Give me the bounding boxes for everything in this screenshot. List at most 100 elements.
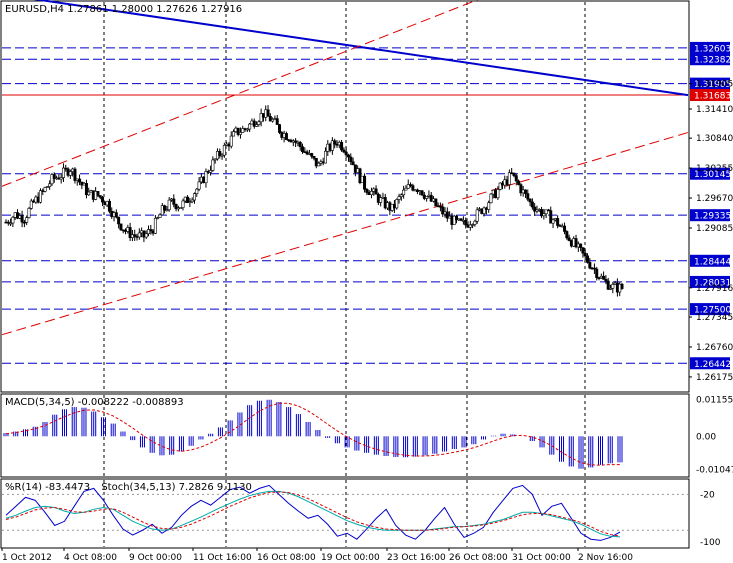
price-tag-label: 1.28444 [694,257,731,267]
candle-body [133,234,137,237]
candle-body [340,141,344,151]
candle-body [409,184,413,186]
candle-body [101,197,105,203]
candle-body [11,217,15,224]
candle-body [117,216,121,225]
y-tick-label: 1.30255 [696,164,733,174]
candle-body [473,220,477,225]
candles [4,105,624,297]
x-tick-label: 16 Oct 08:00 [257,553,316,563]
candle-body [556,218,560,226]
y-tick-label: 1.27345 [696,313,733,323]
candle-body [592,267,596,270]
candle-body [567,237,571,241]
candle-body [68,171,72,176]
candle-body [27,208,31,218]
candle-body [268,116,272,122]
candle-body [298,141,302,148]
candle-body [399,194,403,197]
candle-body [107,200,111,212]
candle-body [98,195,102,198]
candle-body [459,218,463,221]
candle-body [294,140,298,143]
price-tag [690,167,730,180]
candle-body [245,128,249,131]
y-tick-label: 1.31905 [696,80,733,90]
x-tick-label: 23 Oct 16:00 [387,553,446,563]
candle-body [330,140,334,151]
candle-body [425,196,429,199]
candle-body [588,262,592,269]
y-axis: 1.32603 1.32382 1.31905 1.31683 1.30145 1.293… [689,41,733,383]
candle-body [144,233,148,238]
candle-body [43,187,47,192]
candle-body [358,168,362,184]
candle-body [20,215,24,223]
candle-body [533,206,537,212]
candle-body [181,200,185,208]
candle-body [29,200,33,209]
candle-body [158,214,162,218]
y-tick-label: 1.29085 [696,224,733,234]
candle-body [192,193,196,201]
horizontal-levels [2,47,688,364]
candle-body [523,189,527,194]
candle-body [344,151,348,156]
x-tick-label: 11 Oct 16:00 [193,553,252,563]
candle-body [218,151,222,156]
price-tag [690,77,730,90]
price-tag [690,41,730,54]
y-tick-label: 1.30840 [696,134,733,144]
candle-body [59,177,63,180]
candle-body [471,224,475,226]
candle-body [563,225,567,232]
candle-body [211,159,215,171]
candle-body [87,191,91,196]
candle-body [609,287,613,290]
candle-body [468,224,472,228]
candle-body [363,175,367,190]
candle-body [52,174,56,179]
candle-body [455,215,459,221]
candle-body [528,198,532,203]
macd-panel-frame [0,393,690,478]
candle-body [526,193,530,200]
candle-body [156,217,160,219]
candle-body [397,196,401,200]
candle-body [349,156,353,163]
candle-body [517,180,521,185]
candle-body [579,243,583,248]
candle-body [586,255,590,263]
candle-body [172,198,176,205]
osc-line [5,491,621,537]
x-tick-label: 26 Oct 08:00 [449,553,508,563]
x-tick-label: 19 Oct 00:00 [321,553,380,563]
candle-body [222,145,226,156]
trendline [1,0,479,187]
price-tag [690,303,730,316]
candle-body [238,132,242,135]
candle-body [163,205,167,211]
candle-body [165,209,169,212]
osc-y-label: -100 [700,538,721,548]
candle-body [96,191,100,196]
macd-y-label: 0.01155 [696,396,733,406]
candle-body [284,133,288,141]
candle-body [365,189,369,193]
candle-body [137,232,141,238]
candle-body [369,191,373,195]
candle-body [489,193,493,204]
candle-body [84,183,88,196]
price-tag-label: 1.26442 [694,360,731,370]
candle-body [323,150,327,164]
candle-body [38,190,42,203]
candle-body [209,170,213,173]
price-tag [690,209,730,222]
candle-body [514,175,518,182]
candle-body [482,207,486,214]
candle-body [271,118,275,122]
candle-body [402,189,406,196]
candle-body [595,268,599,278]
candle-body [114,212,118,218]
